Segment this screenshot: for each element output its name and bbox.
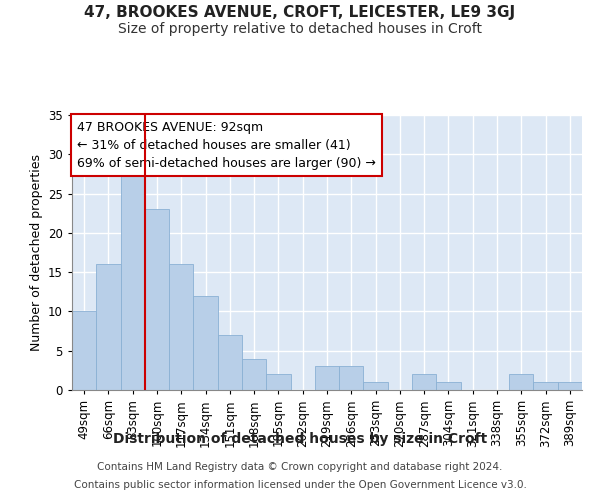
Bar [242,358,266,390]
Bar [145,210,169,390]
Bar [72,312,96,390]
Text: Contains public sector information licensed under the Open Government Licence v3: Contains public sector information licen… [74,480,526,490]
Text: Contains HM Land Registry data © Crown copyright and database right 2024.: Contains HM Land Registry data © Crown c… [97,462,503,472]
Bar [509,374,533,390]
Bar [121,162,145,390]
Text: 47 BROOKES AVENUE: 92sqm
← 31% of detached houses are smaller (41)
69% of semi-d: 47 BROOKES AVENUE: 92sqm ← 31% of detach… [77,120,376,170]
Bar [412,374,436,390]
Bar [436,382,461,390]
Text: Size of property relative to detached houses in Croft: Size of property relative to detached ho… [118,22,482,36]
Bar [339,366,364,390]
Bar [96,264,121,390]
Bar [218,335,242,390]
Bar [315,366,339,390]
Text: 47, BROOKES AVENUE, CROFT, LEICESTER, LE9 3GJ: 47, BROOKES AVENUE, CROFT, LEICESTER, LE… [85,5,515,20]
Y-axis label: Number of detached properties: Number of detached properties [29,154,43,351]
Bar [266,374,290,390]
Bar [533,382,558,390]
Bar [558,382,582,390]
Bar [364,382,388,390]
Text: Distribution of detached houses by size in Croft: Distribution of detached houses by size … [113,432,487,446]
Bar [169,264,193,390]
Bar [193,296,218,390]
